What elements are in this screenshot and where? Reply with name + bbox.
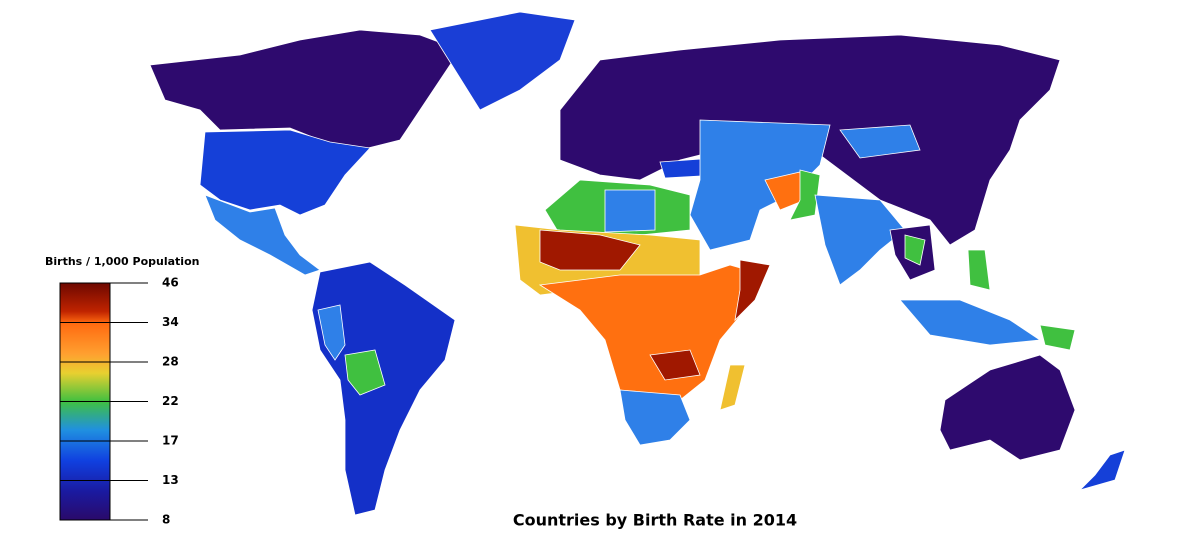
papua	[1039, 324, 1076, 351]
philippines	[967, 249, 991, 291]
legend-title: Births / 1,000 Population	[45, 255, 199, 268]
map-title: Countries by Birth Rate in 2014	[513, 511, 797, 530]
central-africa	[538, 264, 766, 401]
legend-tick-label: 46	[162, 276, 179, 290]
madagascar	[719, 364, 746, 411]
greenland	[429, 11, 576, 111]
indonesia	[899, 299, 1042, 346]
legend-tick-label: 8	[162, 513, 170, 527]
southern-africa	[619, 389, 691, 446]
zambia-malawi	[649, 349, 701, 381]
legend-tick-label: 13	[162, 473, 179, 487]
north-america-north	[149, 29, 461, 151]
legend-tick-label: 34	[162, 315, 179, 329]
south-america	[311, 261, 456, 516]
central-america	[204, 194, 321, 276]
usa	[199, 129, 371, 216]
new-zealand	[1078, 449, 1126, 491]
legend-tick-label: 17	[162, 434, 179, 448]
legend-tick-label: 28	[162, 355, 179, 369]
legend-ticks: 46 34 28 22 17 13 8	[60, 276, 179, 527]
libya	[604, 189, 656, 233]
niger-mali	[539, 229, 641, 271]
middle-east	[689, 119, 831, 251]
somalia	[734, 259, 771, 322]
australia	[939, 354, 1076, 461]
world-map	[149, 11, 1126, 516]
laos	[904, 234, 926, 266]
andes-west	[317, 304, 346, 361]
legend-tick-label: 22	[162, 394, 179, 408]
legend: Births / 1,000 Population 46 34 28 22 17 13 8	[45, 255, 199, 527]
bolivia	[344, 349, 386, 396]
mongolia	[839, 124, 921, 159]
pakistan	[789, 169, 821, 221]
south-asia	[814, 194, 906, 286]
